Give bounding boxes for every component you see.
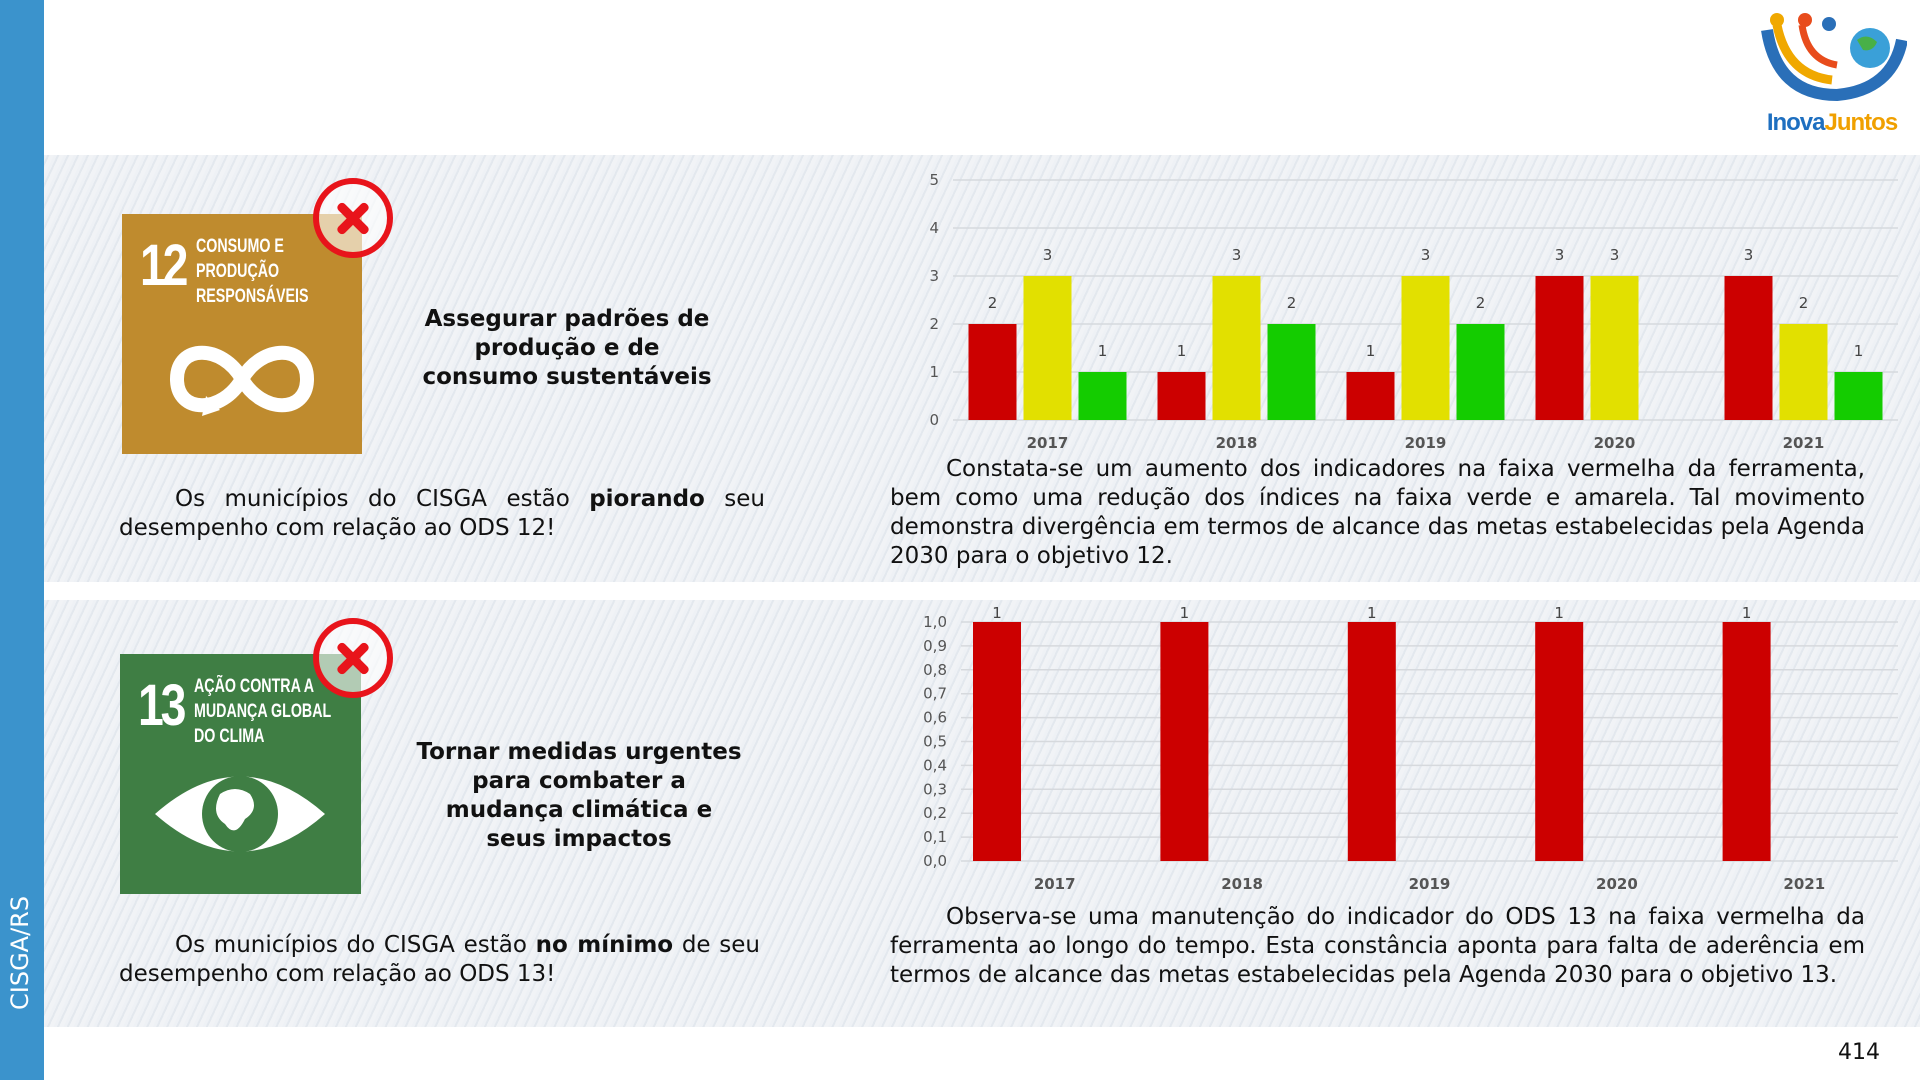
bar-vermelho <box>1722 622 1771 861</box>
x-tick-label: 2019 <box>1409 875 1451 893</box>
sdg13-title: Tornar medidas urgentes para combater a … <box>416 739 742 852</box>
infinity-icon <box>169 345 315 416</box>
x-tick-label: 2021 <box>1783 875 1825 893</box>
bar-vermelho <box>1535 276 1584 420</box>
data-label: 3 <box>1555 246 1565 264</box>
data-label: 3 <box>1421 246 1431 264</box>
y-tick-label: 0,0 <box>923 852 947 870</box>
bar-vermelho <box>973 622 1021 861</box>
y-tick-label: 5 <box>929 171 939 189</box>
y-tick-label: 1,0 <box>923 613 947 631</box>
bar-amarelo <box>1023 276 1072 420</box>
logo: InovaJuntos <box>1757 10 1908 136</box>
y-tick-label: 0,9 <box>923 637 947 655</box>
y-tick-label: 4 <box>929 219 939 237</box>
logo-text-juntos: Juntos <box>1824 109 1899 136</box>
eye-globe-icon <box>155 776 325 852</box>
bar-verde <box>1834 372 1883 420</box>
sdg13-chart: 0,0 0,1 0,2 0,3 0,4 0,5 0,6 0,7 0,8 0,9 1,0 2017 1 20… <box>923 604 1898 893</box>
y-tick-label: 0,8 <box>923 661 947 679</box>
bar-amarelo <box>1401 276 1450 420</box>
bar-verde <box>1456 324 1505 420</box>
sdg13-label: AÇÃO CONTRA A MUDANÇA GLOBAL DO CLIMA <box>194 676 332 747</box>
y-tick-label: 1 <box>929 363 939 381</box>
bar-amarelo <box>1779 324 1828 420</box>
data-label: 1 <box>992 604 1002 622</box>
x-tick-label: 2020 <box>1596 875 1638 893</box>
sdg13-summary: Os municípios do CISGA estão no mínimo d… <box>119 932 761 987</box>
logo-icon <box>1761 13 1908 102</box>
x-tick-label: 2018 <box>1216 434 1258 452</box>
sidebar: CISGA/RS <box>0 0 44 1080</box>
bar-vermelho <box>1157 372 1206 420</box>
data-label: 1 <box>1366 342 1376 360</box>
sdg12-icon: 12 CONSUMO E PRODUÇÃO RESPONSÁVEIS <box>122 214 362 454</box>
data-label: 2 <box>1287 294 1297 312</box>
data-label: 1 <box>1098 342 1108 360</box>
y-tick-label: 0,1 <box>923 828 947 846</box>
x-tick-label: 2020 <box>1594 434 1636 452</box>
y-tick-label: 0,4 <box>923 756 947 774</box>
data-label: 1 <box>1180 604 1190 622</box>
sidebar-label: CISGA/RS <box>6 895 34 1010</box>
data-label: 2 <box>988 294 998 312</box>
bar-verde <box>1267 324 1316 420</box>
sdg13-icon: 13 AÇÃO CONTRA A MUDANÇA GLOBAL DO CLIMA <box>120 654 361 894</box>
data-label: 1 <box>1177 342 1187 360</box>
bar-amarelo <box>1212 276 1261 420</box>
y-tick-label: 0,7 <box>923 685 947 703</box>
x-tick-label: 2017 <box>1034 875 1076 893</box>
bar-vermelho <box>1535 622 1584 861</box>
bar-vermelho <box>1346 372 1395 420</box>
sdg12-summary: Os municípios do CISGA estão piorando se… <box>119 486 765 541</box>
y-tick-label: 0,3 <box>923 780 947 798</box>
x-tick-label: 2021 <box>1783 434 1825 452</box>
sdg12-analysis: Constata-se um aumento dos indicadores n… <box>890 456 1865 569</box>
bar-vermelho <box>1724 276 1773 420</box>
sdg13-analysis: Observa-se uma manutenção do indicador d… <box>890 904 1865 988</box>
y-tick-label: 0,5 <box>923 733 947 751</box>
y-tick-label: 0,2 <box>923 804 947 822</box>
y-tick-label: 0 <box>929 411 939 429</box>
bar-amarelo <box>1590 276 1639 420</box>
page-number: 414 <box>1838 1040 1880 1065</box>
x-tick-label: 2017 <box>1027 434 1069 452</box>
bar-vermelho <box>968 324 1017 420</box>
data-label: 1 <box>1554 604 1564 622</box>
y-tick-label: 0,6 <box>923 709 947 727</box>
data-label: 3 <box>1043 246 1053 264</box>
data-label: 2 <box>1799 294 1809 312</box>
data-label: 1 <box>1854 342 1864 360</box>
bar-verde <box>1078 372 1127 420</box>
sdg12-chart: 0 1 2 3 4 5 2017 2 3 1 2018 1 3 2 2019 1 3 2 2020 3 3 2021 3 2 1 <box>929 171 1898 452</box>
sdg12-label: CONSUMO E PRODUÇÃO RESPONSÁVEIS <box>196 236 309 307</box>
sdg12-title: Assegurar padrões de produção e de consu… <box>422 306 712 390</box>
y-tick-label: 3 <box>929 267 939 285</box>
data-label: 3 <box>1610 246 1620 264</box>
sdg12-number: 12 <box>140 233 188 298</box>
sdg13-number: 13 <box>138 673 186 738</box>
data-label: 1 <box>1742 604 1752 622</box>
x-mark-icon <box>313 178 393 258</box>
bar-vermelho <box>1160 622 1209 861</box>
y-tick-label: 2 <box>929 315 939 333</box>
x-mark-icon <box>313 618 393 698</box>
x-tick-label: 2018 <box>1221 875 1263 893</box>
data-label: 1 <box>1367 604 1377 622</box>
data-label: 2 <box>1476 294 1486 312</box>
x-tick-label: 2019 <box>1405 434 1447 452</box>
data-label: 3 <box>1232 246 1242 264</box>
data-label: 3 <box>1744 246 1754 264</box>
logo-text-inova: Inova <box>1766 109 1826 136</box>
bar-vermelho <box>1347 622 1396 861</box>
